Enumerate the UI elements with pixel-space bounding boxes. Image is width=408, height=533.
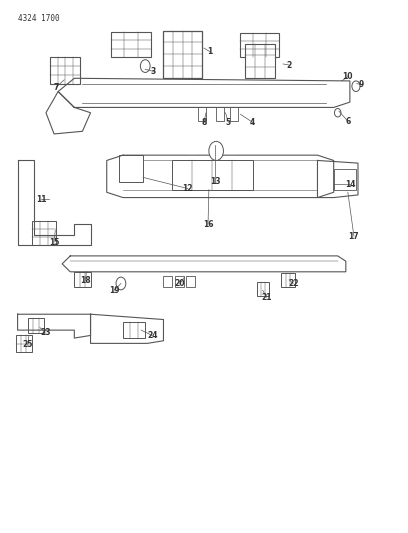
Bar <box>74 272 91 287</box>
Bar <box>198 108 206 120</box>
Text: 14: 14 <box>346 180 356 189</box>
Polygon shape <box>317 160 358 198</box>
Bar <box>216 108 224 120</box>
Polygon shape <box>18 160 91 245</box>
Bar <box>231 108 238 120</box>
Text: 2: 2 <box>286 61 292 69</box>
Circle shape <box>209 141 224 160</box>
Bar <box>334 169 356 190</box>
Bar <box>32 221 56 245</box>
Text: 24: 24 <box>147 331 157 340</box>
Bar <box>111 31 151 57</box>
Polygon shape <box>58 78 350 108</box>
Polygon shape <box>91 314 164 343</box>
Text: 18: 18 <box>80 276 91 285</box>
Bar <box>50 57 80 84</box>
Polygon shape <box>46 92 91 134</box>
Bar <box>244 44 275 78</box>
Text: 8: 8 <box>201 118 207 127</box>
Text: 11: 11 <box>36 195 47 204</box>
Text: 10: 10 <box>343 72 353 81</box>
Text: 12: 12 <box>182 184 193 193</box>
Bar <box>186 276 195 287</box>
Circle shape <box>335 109 341 117</box>
Text: 7: 7 <box>53 83 59 92</box>
Text: 17: 17 <box>348 232 359 241</box>
Circle shape <box>140 60 150 72</box>
Bar <box>240 33 279 57</box>
Bar <box>257 282 269 296</box>
Text: 13: 13 <box>210 177 221 186</box>
Bar <box>123 322 145 338</box>
Bar <box>164 276 173 287</box>
Bar <box>281 273 295 287</box>
Bar <box>16 335 32 352</box>
Text: 6: 6 <box>345 117 350 126</box>
Text: 16: 16 <box>203 220 213 229</box>
Text: 5: 5 <box>226 118 231 127</box>
Bar <box>164 30 202 78</box>
Text: 1: 1 <box>207 47 213 56</box>
Text: 20: 20 <box>175 279 185 288</box>
Text: 15: 15 <box>49 238 59 247</box>
Bar <box>28 318 44 333</box>
Text: 9: 9 <box>359 80 364 89</box>
Text: 25: 25 <box>22 341 33 350</box>
Bar <box>119 155 143 182</box>
Bar <box>172 160 253 190</box>
Circle shape <box>352 81 360 92</box>
Text: 23: 23 <box>40 328 51 337</box>
Text: 4: 4 <box>250 118 255 127</box>
Polygon shape <box>62 256 346 272</box>
Bar <box>175 276 184 287</box>
Text: 19: 19 <box>109 286 119 295</box>
Text: 3: 3 <box>151 67 156 76</box>
Circle shape <box>116 277 126 290</box>
Polygon shape <box>18 314 91 338</box>
Text: 22: 22 <box>288 279 298 288</box>
Polygon shape <box>107 155 334 198</box>
Text: 4324 1700: 4324 1700 <box>18 14 59 23</box>
Text: 21: 21 <box>261 293 272 302</box>
